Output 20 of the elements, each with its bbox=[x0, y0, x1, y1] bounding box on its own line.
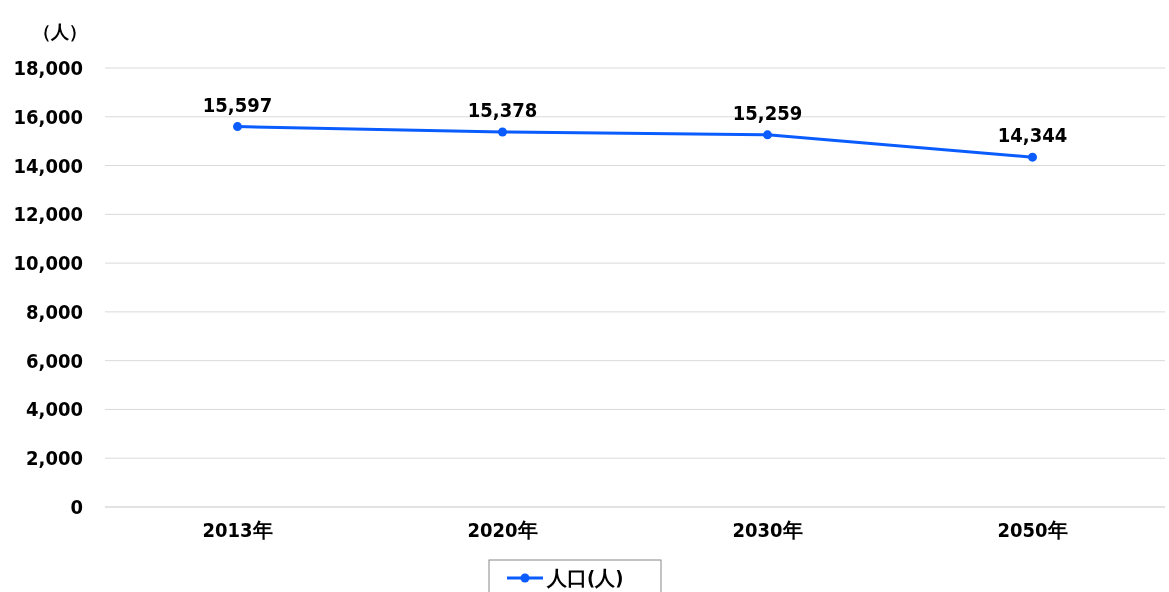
y-tick-label: 10,000 bbox=[13, 251, 83, 276]
data-label: 15,597 bbox=[202, 92, 273, 117]
y-tick-label: 18,000 bbox=[13, 56, 83, 80]
y-tick-label: 4,000 bbox=[26, 397, 83, 422]
data-label: 15,259 bbox=[732, 100, 803, 125]
legend-label: 人口(人) bbox=[546, 566, 624, 590]
x-tick-label: 2050年 bbox=[997, 518, 1068, 542]
data-label: 15,378 bbox=[467, 97, 538, 122]
y-tick-label: 12,000 bbox=[13, 202, 83, 227]
data-label: 14,344 bbox=[997, 123, 1068, 148]
y-tick-label: 2,000 bbox=[26, 446, 83, 471]
y-tick-label: 0 bbox=[70, 495, 83, 519]
y-tick-label: 14,000 bbox=[13, 153, 83, 178]
y-tick-label: 6,000 bbox=[26, 348, 83, 373]
x-tick-label: 2013年 bbox=[202, 518, 273, 542]
x-tick-label: 2030年 bbox=[732, 518, 803, 542]
y-tick-label: 16,000 bbox=[13, 104, 83, 129]
y-tick-label: 8,000 bbox=[26, 299, 83, 324]
x-tick-label: 2020年 bbox=[467, 518, 538, 542]
y-axis-title: （人） bbox=[33, 21, 87, 42]
